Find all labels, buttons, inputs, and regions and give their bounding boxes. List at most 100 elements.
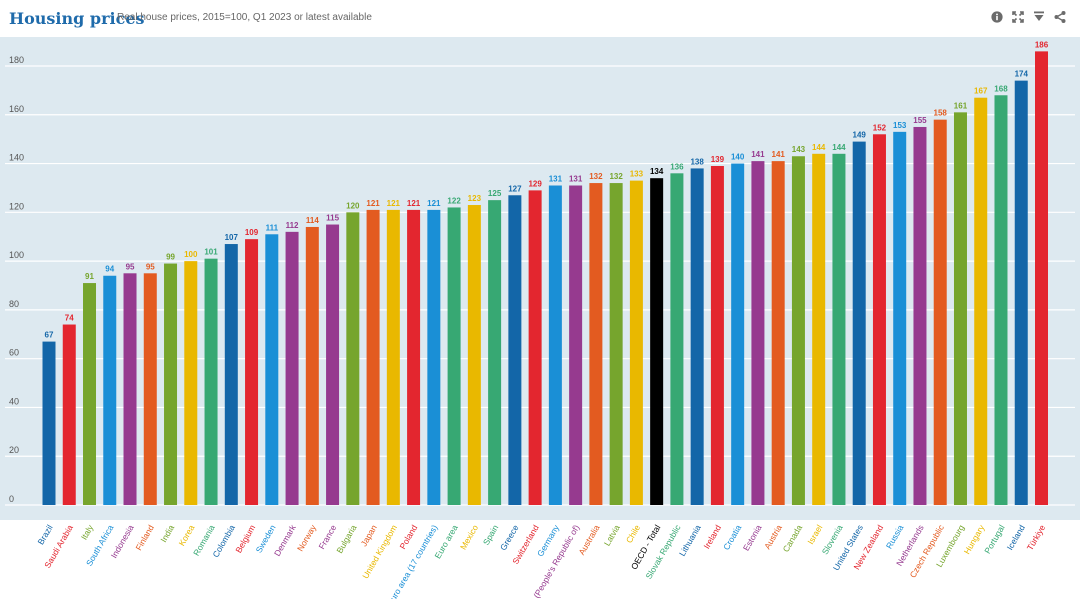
bar: [508, 195, 522, 505]
y-tick-label: 40: [9, 396, 19, 406]
data-label: 125: [488, 189, 502, 198]
data-label: 144: [812, 143, 826, 152]
bar: [710, 165, 724, 505]
bar: [265, 234, 279, 506]
bar: [791, 156, 805, 505]
bar: [204, 258, 218, 505]
x-tick-label: Israel: [805, 523, 824, 546]
bar: [164, 263, 178, 505]
bar: [670, 173, 684, 506]
data-label: 111: [266, 223, 279, 232]
data-label: 74: [65, 314, 74, 323]
data-label: 112: [286, 221, 299, 230]
download-icon[interactable]: [1033, 11, 1045, 23]
data-label: 114: [306, 216, 319, 225]
data-label: 67: [45, 331, 54, 340]
data-label: 121: [427, 199, 441, 208]
bar: [1035, 51, 1048, 505]
bar: [407, 209, 421, 505]
x-tick-label: Russia: [884, 523, 906, 551]
data-label: 138: [690, 157, 704, 166]
bar: [447, 207, 461, 505]
data-label: 101: [204, 248, 218, 257]
bar: [913, 126, 927, 505]
bar: [751, 161, 765, 505]
bar: [103, 275, 117, 505]
data-label: 161: [954, 101, 968, 110]
data-label: 152: [873, 123, 887, 132]
bar: [609, 183, 623, 506]
bar: [872, 134, 886, 506]
data-label: 134: [650, 167, 664, 176]
x-tick-label: Mexico: [458, 523, 480, 552]
x-tick-label: Türkiye: [1025, 523, 1048, 552]
data-label: 131: [569, 175, 583, 184]
data-label: 168: [994, 84, 1008, 93]
share-icon[interactable]: [1054, 11, 1066, 23]
chart-toolbar: [991, 11, 1066, 23]
bar: [488, 200, 502, 505]
data-label: 121: [387, 199, 401, 208]
bar: [974, 97, 988, 505]
bar: [690, 168, 704, 505]
x-tick-label: Ireland: [701, 523, 723, 551]
chart-title: Housing prices: [9, 9, 145, 28]
data-label: 149: [853, 131, 867, 140]
data-label: 140: [731, 153, 745, 162]
bar: [285, 231, 299, 505]
bar: [305, 226, 319, 505]
bar: [569, 185, 583, 505]
y-tick-label: 100: [9, 250, 24, 260]
data-label: 107: [225, 233, 239, 242]
data-label: 122: [447, 196, 461, 205]
data-label: 141: [751, 150, 765, 159]
data-label: 115: [326, 214, 339, 223]
data-label: 132: [609, 172, 623, 181]
data-label: 129: [528, 179, 542, 188]
data-label: 132: [589, 172, 603, 181]
data-label: 155: [913, 116, 927, 125]
bar: [62, 324, 76, 505]
data-label: 95: [146, 262, 155, 271]
bar: [933, 119, 947, 506]
bar: [1014, 80, 1028, 505]
x-tick-label: Japan: [359, 523, 379, 548]
data-label: 144: [832, 143, 846, 152]
info-icon[interactable]: [991, 11, 1003, 23]
x-tick-label: Bulgaria: [334, 523, 358, 555]
y-tick-label: 20: [9, 445, 19, 455]
fullscreen-icon[interactable]: [1012, 11, 1024, 23]
x-tick-label: Chile: [624, 523, 642, 545]
y-tick-label: 60: [9, 348, 19, 358]
data-label: 133: [630, 170, 644, 179]
y-tick-label: 0: [9, 494, 14, 504]
y-tick-label: 160: [9, 104, 24, 114]
chart-header: Housing prices Real house prices, 2015=1…: [0, 0, 1080, 37]
bar: [83, 283, 97, 505]
y-tick-label: 180: [9, 55, 24, 65]
data-label: 121: [407, 199, 421, 208]
data-label: 167: [974, 87, 988, 96]
data-label: 120: [346, 201, 360, 210]
bar: [528, 190, 542, 505]
data-label: 131: [549, 175, 563, 184]
bar: [629, 180, 643, 505]
data-label: 94: [105, 265, 114, 274]
x-tick-label: India: [158, 523, 176, 544]
bar: [326, 224, 340, 505]
bar: [245, 239, 259, 505]
x-tick-label: Estonia: [741, 523, 764, 553]
x-tick-label: Korea: [177, 523, 197, 548]
y-tick-label: 120: [9, 201, 24, 211]
bar: [467, 205, 481, 505]
x-tick-label: Finland: [133, 523, 156, 552]
bar: [123, 273, 137, 505]
chart-subtitle: Real house prices, 2015=100, Q1 2023 or …: [117, 12, 372, 23]
data-label: 143: [792, 145, 806, 154]
x-tick-label: Spain: [481, 523, 501, 547]
data-label: 91: [85, 272, 94, 281]
bar: [427, 209, 441, 505]
data-label: 153: [893, 121, 907, 130]
bar: [184, 261, 198, 505]
